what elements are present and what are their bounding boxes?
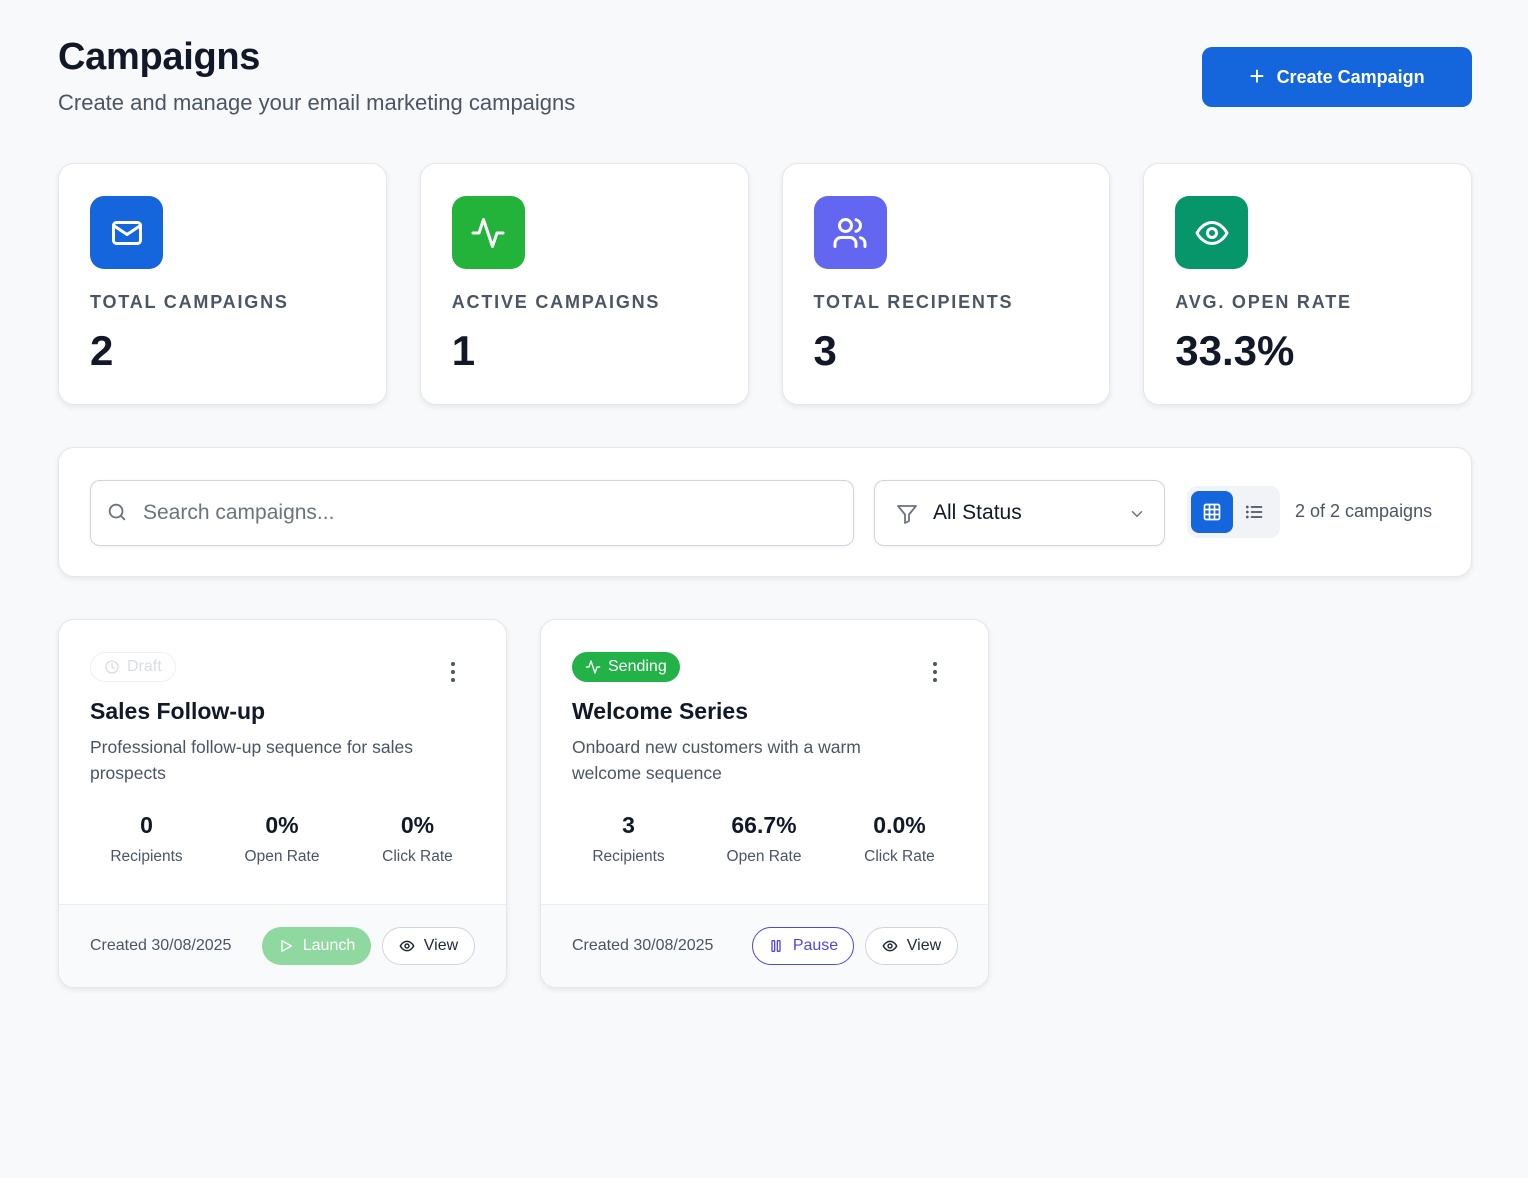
stat-value: 33.3%: [1175, 327, 1295, 374]
create-campaign-button[interactable]: + Create Campaign: [1202, 47, 1472, 107]
pause-label: Pause: [792, 937, 839, 954]
stat-label: TOTAL CAMPAIGNS: [90, 292, 289, 312]
list-view-button[interactable]: [1233, 491, 1275, 533]
launch-label: Launch: [302, 937, 356, 954]
stat-label: ACTIVE CAMPAIGNS: [451, 292, 661, 312]
campaign-title: Welcome Series: [572, 698, 749, 724]
stat-label: TOTAL RECIPIENTS: [813, 292, 1014, 312]
mail-icon: [90, 196, 163, 269]
grid-view-button[interactable]: [1191, 491, 1233, 533]
users-icon: [813, 196, 887, 269]
stat-value: 1: [451, 327, 476, 374]
activity-icon: [585, 660, 601, 674]
campaign-description: Onboard new customers with a warm welcom…: [572, 737, 861, 783]
metric-value: 0%: [400, 812, 435, 838]
filter-bar: All Status 2 of 2 campaigns: [58, 447, 1472, 577]
metric-label: Click Rate: [382, 848, 453, 865]
campaign-count: 2 of 2 campaigns: [1295, 501, 1433, 521]
metric-open-rate: 0% Open Rate: [215, 812, 350, 866]
stat-value: 2: [90, 327, 114, 374]
status-filter-select[interactable]: All Status: [874, 480, 1165, 546]
campaign-metrics: 0 Recipients 0% Open Rate 0% Click Rate: [79, 812, 485, 866]
stat-card-avg-open-rate: AVG. OPEN RATE 33.3%: [1143, 163, 1472, 405]
created-date: Created 30/08/2025: [90, 937, 232, 954]
stat-card-active-campaigns: ACTIVE CAMPAIGNS 1: [419, 163, 749, 405]
card-footer: Created 30/08/2025 Pause View: [541, 904, 988, 987]
view-label: View: [906, 937, 942, 954]
chevron-down-icon: [1128, 505, 1146, 528]
campaign-description: Professional follow-up sequence for sale…: [90, 737, 413, 783]
metric-value: 66.7%: [731, 812, 797, 838]
search-icon: [106, 501, 128, 528]
created-date: Created 30/08/2025: [572, 937, 714, 954]
more-options-icon[interactable]: [443, 660, 463, 684]
view-button[interactable]: View: [382, 927, 475, 965]
more-options-icon[interactable]: [925, 660, 945, 684]
metric-recipients: 3 Recipients: [561, 812, 696, 866]
eye-icon: [399, 940, 415, 952]
stat-card-total-campaigns: TOTAL CAMPAIGNS 2: [58, 163, 387, 405]
launch-button[interactable]: Launch: [262, 927, 371, 965]
play-icon: [281, 940, 292, 952]
campaigns-page: Campaigns Create and manage your email m…: [58, 0, 1472, 988]
pause-icon: [771, 940, 781, 952]
search-input[interactable]: [143, 481, 833, 544]
metric-label: Recipients: [110, 848, 183, 865]
metric-value: 3: [622, 812, 635, 838]
stat-label: AVG. OPEN RATE: [1175, 292, 1352, 312]
clock-icon: [105, 660, 119, 674]
view-mode-toggle: [1187, 486, 1280, 538]
metric-open-rate: 66.7% Open Rate: [697, 812, 832, 866]
campaign-title: Sales Follow-up: [90, 698, 266, 724]
stat-value: 3: [813, 327, 837, 374]
metric-click-rate: 0% Click Rate: [350, 812, 485, 866]
grid-icon: [1203, 503, 1221, 521]
status-badge-label: Draft: [127, 658, 162, 675]
eye-icon: [1175, 196, 1249, 269]
search-box[interactable]: [90, 480, 854, 546]
metric-label: Recipients: [592, 848, 665, 865]
campaign-metrics: 3 Recipients 66.7% Open Rate 0.0% Click …: [561, 812, 967, 866]
metric-click-rate: 0.0% Click Rate: [832, 812, 967, 866]
view-label: View: [423, 937, 459, 954]
metric-value: 0%: [265, 812, 299, 838]
create-campaign-label: Create Campaign: [1276, 66, 1425, 87]
card-footer: Created 30/08/2025 Launch View: [59, 904, 506, 987]
metric-value: 0.0%: [873, 812, 926, 838]
view-button[interactable]: View: [865, 927, 958, 965]
page-subtitle: Create and manage your email marketing c…: [58, 90, 576, 115]
plus-icon: +: [1249, 60, 1265, 91]
page-header: Campaigns Create and manage your email m…: [58, 0, 1472, 130]
eye-icon: [882, 940, 898, 952]
campaign-card[interactable]: Sending Welcome Series Onboard new custo…: [540, 619, 989, 988]
metric-label: Open Rate: [726, 848, 802, 865]
activity-icon: [451, 196, 525, 269]
list-icon: [1246, 505, 1263, 519]
status-badge: Draft: [90, 652, 176, 682]
status-filter-value: All Status: [933, 501, 1022, 524]
metric-recipients: 0 Recipients: [79, 812, 214, 866]
pause-button[interactable]: Pause: [752, 927, 854, 965]
page-title: Campaigns: [58, 36, 261, 78]
filter-icon: [895, 502, 919, 531]
metric-value: 0: [140, 812, 153, 838]
campaign-card[interactable]: Draft Sales Follow-up Professional follo…: [58, 619, 507, 988]
stats-row: TOTAL CAMPAIGNS 2 ACTIVE CAMPAIGNS 1 TOT…: [58, 163, 1472, 405]
metric-label: Open Rate: [244, 848, 320, 865]
stat-card-total-recipients: TOTAL RECIPIENTS 3: [781, 163, 1111, 405]
status-badge-label: Sending: [608, 658, 667, 675]
status-badge: Sending: [572, 652, 680, 682]
metric-label: Click Rate: [864, 848, 935, 865]
